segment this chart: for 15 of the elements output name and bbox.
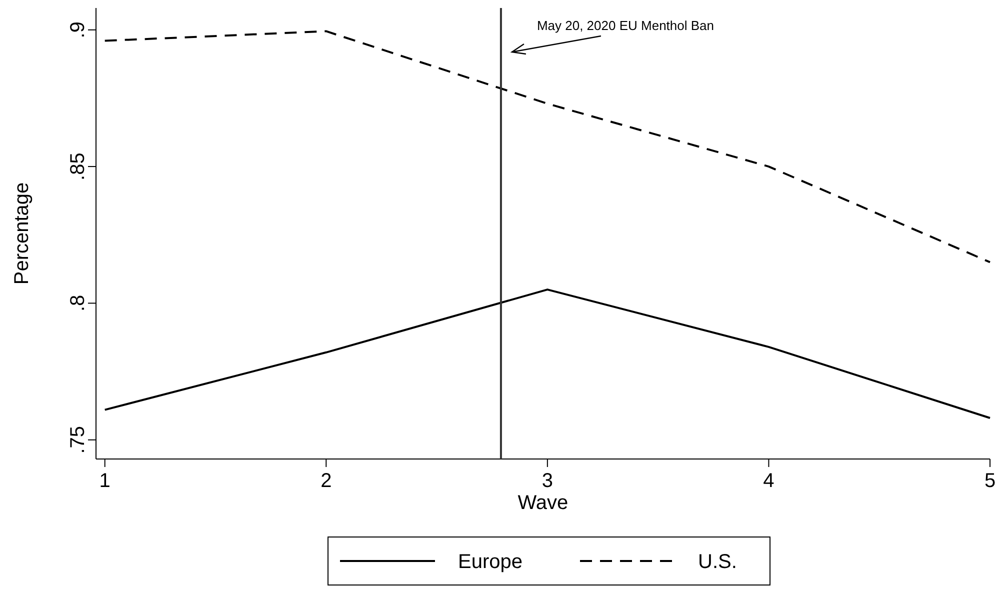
x-tick-label: 2 <box>320 470 332 492</box>
x-tick-label: 5 <box>984 470 996 492</box>
x-tick-label: 4 <box>763 470 774 492</box>
legend-label: Europe <box>458 551 522 573</box>
y-tick-label: .8 <box>67 294 89 312</box>
x-axis-title: Wave <box>518 492 568 514</box>
y-tick-label: .75 <box>67 426 89 454</box>
y-axis-title: Percentage <box>11 182 33 285</box>
line-series <box>104 288 991 419</box>
ref-line-label: May 20, 2020 EU Menthol Ban <box>536 18 714 33</box>
x-tick-label: 3 <box>542 470 553 492</box>
x-tick-label: 1 <box>99 470 110 492</box>
y-tick-label: .85 <box>67 152 89 180</box>
legend-label: U.S. <box>698 551 737 573</box>
y-tick-label: .9 <box>67 22 89 38</box>
